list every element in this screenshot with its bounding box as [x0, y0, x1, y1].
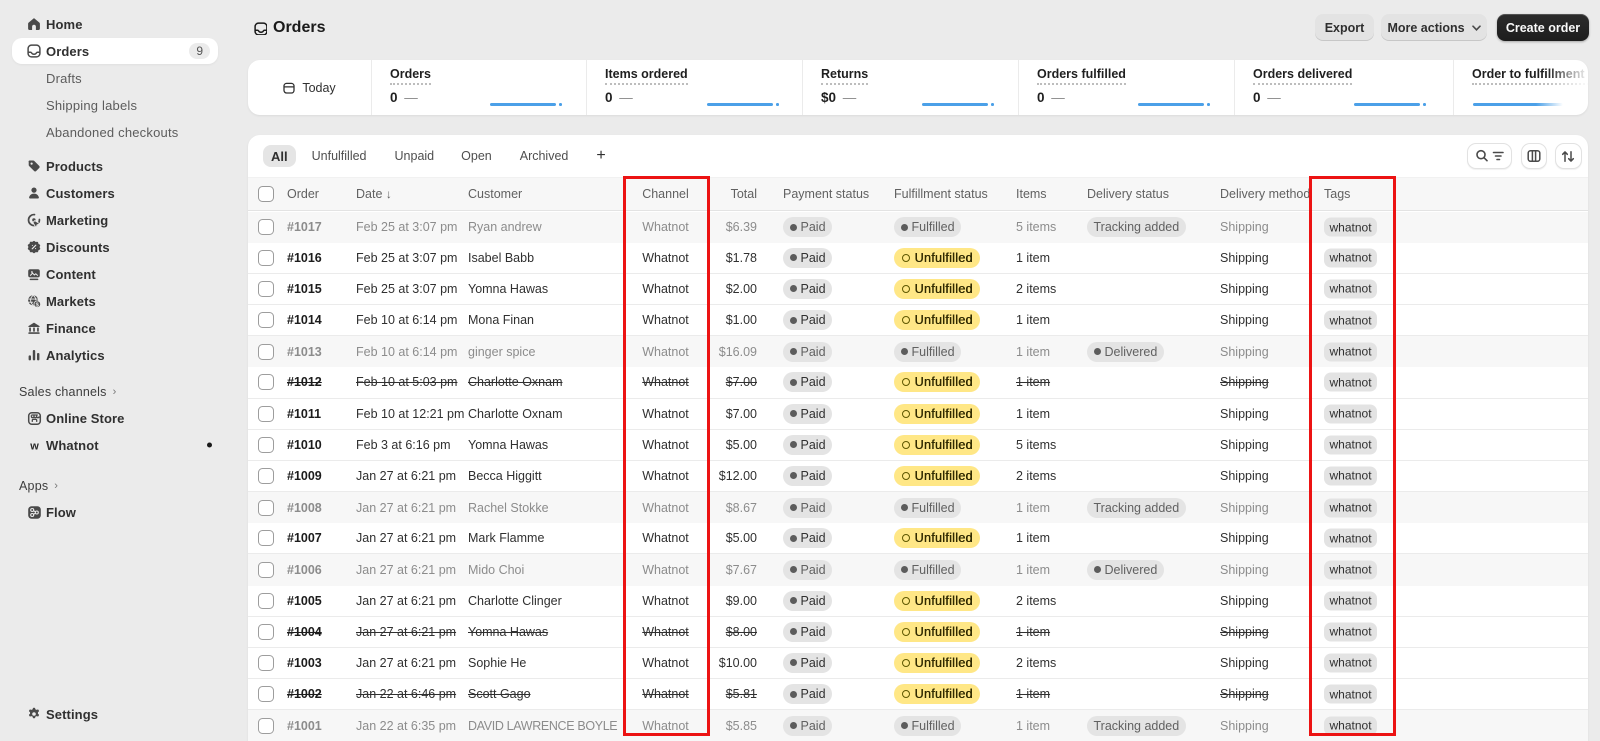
- svg-text:$: $: [36, 302, 40, 308]
- svg-text:w: w: [29, 440, 39, 451]
